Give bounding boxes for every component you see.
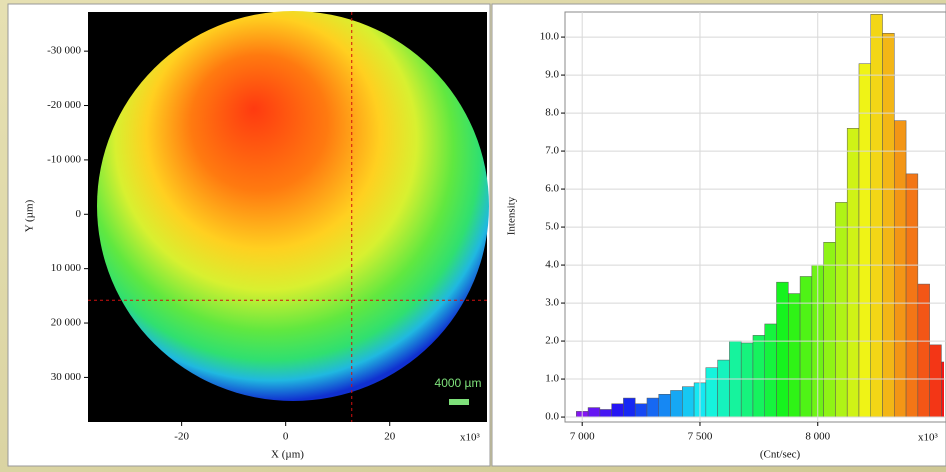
bar <box>905 173 919 418</box>
bar <box>894 120 907 418</box>
x-tick-label: 7 000 <box>570 431 595 443</box>
bar <box>705 367 718 418</box>
bar <box>623 397 636 418</box>
bar <box>752 335 765 418</box>
y-axis-label: Y (µm) <box>24 199 36 232</box>
bar <box>835 202 848 418</box>
bar <box>740 342 754 418</box>
bar <box>587 407 601 418</box>
bar <box>682 386 695 418</box>
x-tick-label: 7 500 <box>688 431 713 443</box>
x-multiplier: x10³ <box>918 432 939 444</box>
y-tick-label: -10 000 <box>47 153 81 165</box>
x-tick-label: 0 <box>283 431 289 443</box>
x-tick-label: 8 000 <box>805 431 830 443</box>
bar <box>634 403 648 418</box>
y-tick-label: 1.0 <box>545 373 559 385</box>
y-tick-label: -20 000 <box>47 99 81 111</box>
bar <box>788 293 801 418</box>
bar <box>941 361 944 418</box>
y-tick-label: 0 <box>76 208 82 220</box>
y-tick-label: 30 000 <box>51 371 82 383</box>
bar <box>599 409 612 418</box>
y-tick-label: 6.0 <box>545 183 559 195</box>
bar <box>846 128 860 418</box>
bar <box>823 242 836 418</box>
bar <box>858 63 871 418</box>
y-tick-label: 5.0 <box>545 221 559 233</box>
y-axis-label: Intensity <box>506 196 518 235</box>
y-tick-label: 2.0 <box>545 335 559 347</box>
bar <box>717 359 730 418</box>
bar <box>776 281 789 418</box>
x-multiplier: x10³ <box>460 432 481 444</box>
y-tick-label: 10 000 <box>51 262 82 274</box>
bar <box>799 276 813 418</box>
y-tick-label: -30 000 <box>47 45 81 57</box>
x-tick-label: -20 <box>174 431 189 443</box>
y-tick-label: 0.0 <box>545 411 559 423</box>
y-tick-label: 7.0 <box>545 145 559 157</box>
x-axis-label: (Cnt/sec) <box>760 449 801 461</box>
x-axis-label: X (µm) <box>271 449 304 461</box>
bar <box>611 403 624 418</box>
bar <box>764 323 777 418</box>
bar <box>882 33 895 418</box>
histogram-bars <box>576 14 944 418</box>
bar <box>929 344 942 418</box>
y-tick-label: 3.0 <box>545 297 559 309</box>
y-tick-label: 20 000 <box>51 317 82 329</box>
x-tick-label: 20 <box>384 431 396 443</box>
intensity-map <box>97 11 489 401</box>
bar <box>658 394 671 418</box>
bar <box>646 397 659 418</box>
bar <box>670 390 683 418</box>
scale-bar <box>449 399 469 405</box>
bar <box>917 283 930 418</box>
y-tick-label: 4.0 <box>545 259 559 271</box>
scale-bar-label: 4000 µm <box>435 376 482 390</box>
y-tick-label: 10.0 <box>540 31 560 43</box>
y-tick-label: 9.0 <box>545 69 559 81</box>
y-tick-label: 8.0 <box>545 107 559 119</box>
